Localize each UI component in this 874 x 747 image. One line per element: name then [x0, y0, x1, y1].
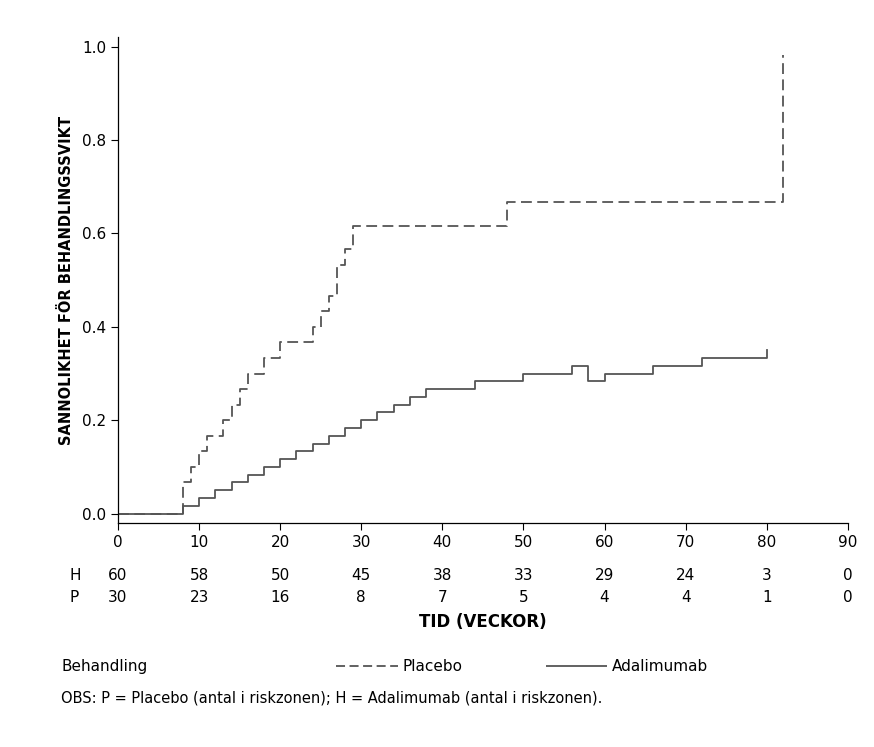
Y-axis label: SANNOLIKHET FÖR BEHANDLINGSSVIKT: SANNOLIKHET FÖR BEHANDLINGSSVIKT [59, 116, 73, 444]
Text: 1: 1 [762, 590, 772, 605]
Text: 5: 5 [518, 590, 528, 605]
Text: 0: 0 [843, 568, 853, 583]
Text: 38: 38 [433, 568, 452, 583]
Text: 29: 29 [595, 568, 614, 583]
Text: Placebo: Placebo [402, 659, 462, 674]
Text: OBS: P = Placebo (antal i riskzonen); H = Adalimumab (antal i riskzonen).: OBS: P = Placebo (antal i riskzonen); H … [61, 691, 602, 706]
Text: 8: 8 [357, 590, 366, 605]
Text: P: P [70, 590, 80, 605]
Text: 4: 4 [681, 590, 690, 605]
Text: 24: 24 [676, 568, 695, 583]
Text: Behandling: Behandling [61, 659, 148, 674]
Text: 58: 58 [190, 568, 209, 583]
Text: 23: 23 [190, 590, 209, 605]
Text: 50: 50 [271, 568, 290, 583]
Text: TID (VECKOR): TID (VECKOR) [419, 613, 547, 630]
Text: 30: 30 [108, 590, 128, 605]
Text: 7: 7 [438, 590, 447, 605]
Text: 3: 3 [762, 568, 772, 583]
Text: 16: 16 [270, 590, 290, 605]
Text: H: H [70, 568, 81, 583]
Text: 33: 33 [514, 568, 533, 583]
Text: 60: 60 [108, 568, 128, 583]
Text: 4: 4 [600, 590, 609, 605]
Text: 0: 0 [843, 590, 853, 605]
Text: 45: 45 [351, 568, 371, 583]
Text: Adalimumab: Adalimumab [612, 659, 708, 674]
